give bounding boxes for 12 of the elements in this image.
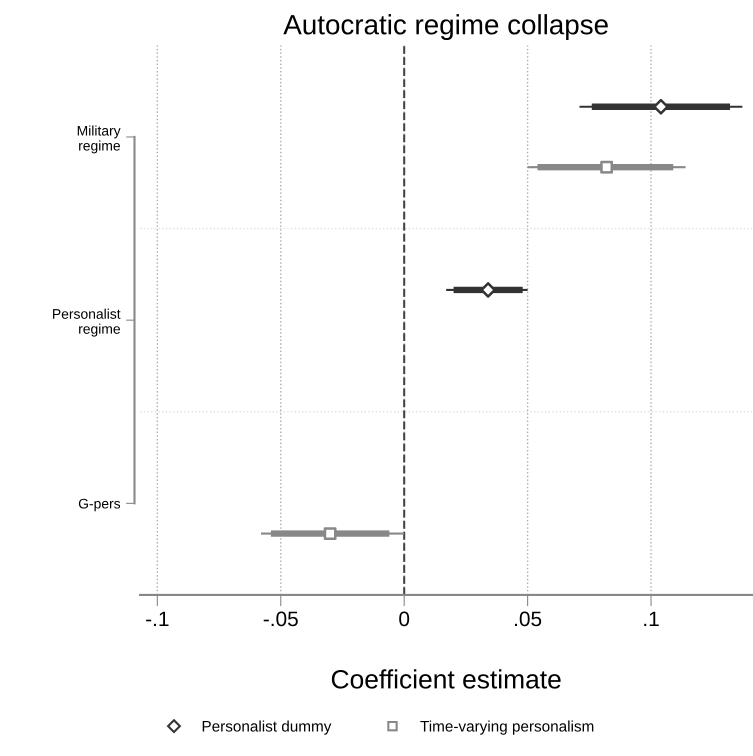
x-tick-label: -.05 <box>264 611 298 626</box>
x-tick-label: -.1 <box>146 612 168 626</box>
x-tick-label: .1 <box>644 612 659 626</box>
chart-title: Autocratic regime collapse <box>283 14 608 40</box>
legend-label: Personalist dummy <box>202 720 332 735</box>
y-tick-label: G-pers <box>78 498 120 512</box>
y-tick-label: Military regime <box>78 125 121 154</box>
legend-label: Time-varying personalism <box>420 720 594 735</box>
x-tick-label: 0 <box>399 611 410 626</box>
y-tick-label: Personalist regime <box>53 308 121 337</box>
x-tick-label: .05 <box>515 611 542 626</box>
x-axis-title: Coefficient estimate <box>332 669 561 689</box>
